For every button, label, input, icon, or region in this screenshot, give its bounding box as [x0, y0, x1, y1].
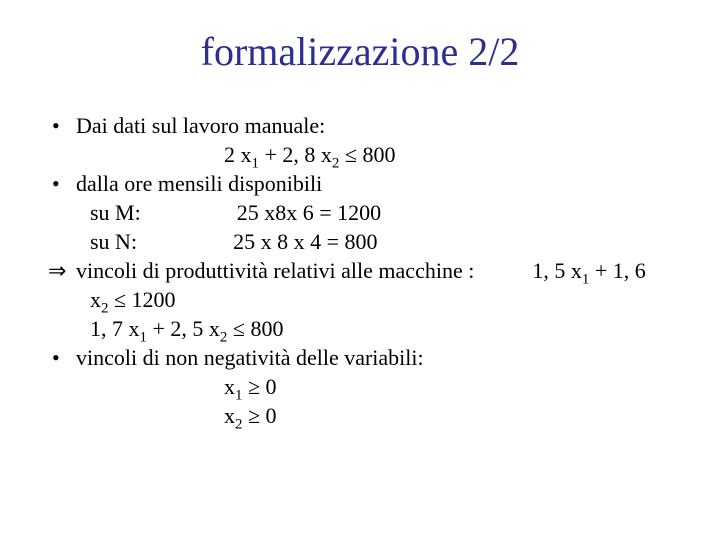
bullet-4-line-2: x2 ≥ 0 [76, 401, 672, 430]
bullet-3-line-3: 1, 7 x1 + 2, 5 x2 ≤ 800 [76, 314, 672, 343]
bullet-4-text: vincoli di non negatività delle variabil… [76, 345, 424, 370]
bullet-2-line-n: su N: 25 x 8 x 4 = 800 [76, 227, 672, 256]
bullet-list: Dai dati sul lavoro manuale: 2 x1 + 2, 8… [48, 111, 672, 430]
bullet-3-line-2: x2 ≤ 1200 [76, 285, 672, 314]
bullet-2-n-label: su N: [90, 229, 137, 254]
bullet-4-line-1: x1 ≥ 0 [76, 372, 672, 401]
bullet-2-m-expr: 25 x8x 6 = 1200 [237, 200, 381, 225]
bullet-1: Dai dati sul lavoro manuale: 2 x1 + 2, 8… [48, 111, 672, 169]
slide-title: formalizzazione 2/2 [48, 28, 672, 75]
bullet-3: vincoli di produttività relativi alle ma… [48, 256, 672, 343]
bullet-4: vincoli di non negatività delle variabil… [48, 343, 672, 430]
bullet-1-text: Dai dati sul lavoro manuale: [76, 113, 325, 138]
bullet-2-text: dalla ore mensili disponibili [76, 171, 322, 196]
slide-body: Dai dati sul lavoro manuale: 2 x1 + 2, 8… [48, 111, 672, 430]
bullet-2-m-label: su M: [90, 200, 141, 225]
slide: formalizzazione 2/2 Dai dati sul lavoro … [0, 0, 720, 540]
bullet-2: dalla ore mensili disponibili su M: 25 x8… [48, 169, 672, 256]
bullet-3-lead: vincoli di produttività relativi alle ma… [76, 258, 474, 283]
bullet-2-n-expr: 25 x 8 x 4 = 800 [233, 229, 377, 254]
bullet-2-line-m: su M: 25 x8x 6 = 1200 [76, 198, 672, 227]
bullet-1-formula: 2 x1 + 2, 8 x2 ≤ 800 [76, 140, 672, 169]
